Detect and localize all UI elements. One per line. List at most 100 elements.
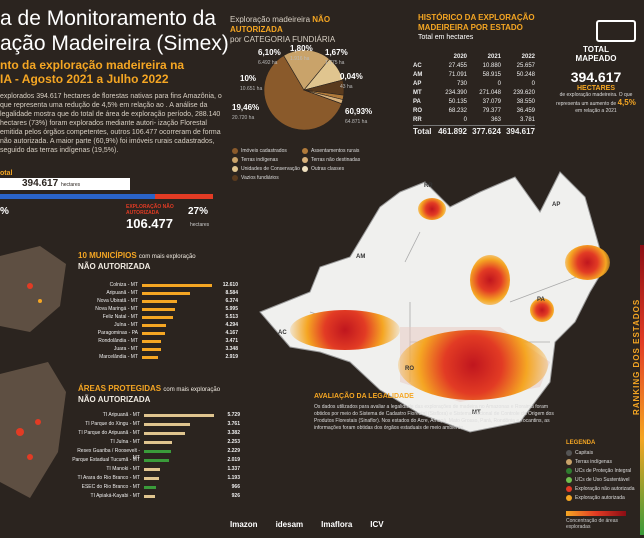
history-value: 363 (490, 117, 501, 123)
protegida-value: 1.193 (227, 475, 240, 481)
map-legend-title: LEGENDA (566, 440, 596, 446)
protegida-row: ESEC do Rio Branco - MT 966 (70, 484, 240, 491)
pie-legend-item: Assentamentos rurais (302, 148, 359, 154)
history-state: PA (413, 99, 421, 105)
history-state: RR (413, 117, 422, 123)
ranking-color-strip (640, 245, 644, 535)
pie-label-naodest: 1,67% 1.775 ha (325, 48, 348, 66)
page-subtitle: nto da exploração madeireira na IA - Ago… (0, 58, 185, 86)
protegida-value: 5.729 (227, 412, 240, 418)
protegida-bar (144, 459, 169, 462)
legend-swatch (232, 148, 238, 154)
protegida-bar (144, 495, 156, 498)
protegida-value: 2.253 (227, 439, 240, 445)
total-value: 394.617 (22, 178, 59, 189)
partner-logo-idesam: idesam (275, 520, 304, 529)
legend-swatch (566, 486, 572, 492)
municipio-value: 5.995 (225, 306, 238, 312)
municipio-row: Juara - MT 3.348 (78, 346, 238, 353)
protegida-bar (144, 414, 214, 417)
total-mapped: TOTAL MAPEADO 394.617 HECTARES de explor… (556, 45, 636, 114)
protegida-value: 2.019 (227, 457, 240, 463)
history-row: RO 68.232 79.377 36.459 (413, 107, 535, 116)
history-row: AP 730 0 0 (413, 80, 535, 89)
municipio-row: Nova Maringá - MT 5.995 (78, 306, 238, 313)
pie-label-ti: 19,46% 20.720 ha (232, 103, 260, 121)
protegidas-title: ÁREAS PROTEGIDAS com mais exploração NÃO… (78, 384, 221, 404)
pie-legend-item: Terras indígenas (232, 157, 278, 163)
history-value: 0 (531, 81, 535, 87)
legend-swatch (566, 459, 572, 465)
protegida-value: 2.229 (227, 448, 240, 454)
municipio-bar (142, 308, 176, 311)
municipio-value: 4.167 (225, 330, 238, 336)
history-value: 58.915 (482, 72, 501, 78)
municipio-bar (142, 316, 173, 319)
municipio-row: Rondolândia - MT 3.471 (78, 338, 238, 345)
protegida-row: Parque Estadual Tucumã - MT 2.019 (70, 457, 240, 464)
municipio-value: 4.294 (225, 322, 238, 328)
map-legend-item: Terras indígenas (566, 459, 612, 465)
municipio-bar (142, 332, 166, 335)
municipio-name: Marcelândia - MT (99, 354, 138, 360)
intro-paragraph: explorados 394.617 hectares de florestas… (0, 93, 222, 154)
legend-label: Exploração não autorizada (575, 486, 635, 492)
protegida-row: TI Arara do Rio Branco - MT 1.193 (70, 475, 240, 482)
history-value: 36.459 (516, 108, 535, 114)
municipio-name: Juara - MT (113, 346, 138, 352)
pie-legend-item: Vazios fundiários (232, 175, 279, 181)
protegida-name: TI Parque do Xingu - MT (85, 421, 140, 427)
map-label-rr: RR (424, 183, 433, 189)
municipio-value: 12.610 (222, 282, 238, 288)
pie-label-assent: 1,80% 1.916 ha (290, 44, 313, 62)
municipio-row: Juína - MT 4.294 (78, 322, 238, 329)
history-row: PA 50.135 37.079 38.550 (413, 98, 535, 107)
history-value: 730 (456, 81, 467, 87)
map-label-ap: AP (552, 202, 561, 208)
mini-map-protegidas (0, 362, 66, 498)
protegida-value: 1.337 (227, 466, 240, 472)
legend-label: Terras não destinadas (311, 157, 361, 163)
legend-swatch (232, 175, 238, 181)
legend-label: Capitais (575, 450, 594, 456)
history-value: 239.620 (513, 90, 535, 96)
legality-title: AVALIAÇÃO DA LEGALIDADE (314, 393, 414, 400)
unauthorized-bar (155, 194, 213, 199)
pie-label-vazios: 6,10% 6.492 ha (258, 48, 281, 66)
hotspot-rr (418, 198, 446, 220)
map-legend-item: Exploração autorizada (566, 495, 625, 501)
legend-swatch (232, 157, 238, 163)
protegida-name: TI Apiaká-Kayabi - MT (90, 493, 140, 499)
pie-legend-item: Outras classes (302, 166, 344, 172)
municipio-row: Paragominas - PA 4.167 (78, 330, 238, 337)
protegida-bar (144, 441, 172, 444)
map-legend-item: Capitais (566, 450, 593, 456)
history-row: MT 234.390 271.048 239.620 (413, 89, 535, 98)
protegidas-list: TI Aripuanã - MT 5.729 TI Parque do Xingu … (70, 412, 240, 512)
pie-slice (283, 49, 330, 91)
history-value: 38.550 (516, 99, 535, 105)
legend-label: Assentamentos rurais (311, 148, 360, 154)
municipio-name: Colniza - MT (109, 282, 138, 288)
legend-label: Unidades de Conservação (241, 166, 300, 172)
hotspot-mt (398, 330, 548, 400)
protegida-name: TI Arara do Rio Branco - MT (77, 475, 140, 481)
map-label-am: AM (356, 254, 366, 260)
tree-icon (596, 20, 636, 42)
legend-label: Exploração autorizada (575, 495, 625, 501)
history-header-row: 2020 2021 2022 (453, 54, 535, 60)
history-value: 10.880 (482, 63, 501, 69)
protegida-name: TI Manoki - MT (106, 466, 140, 472)
total-unit: hectares (60, 182, 81, 188)
history-state: AC (413, 63, 422, 69)
history-value: 25.657 (516, 63, 535, 69)
legend-swatch (302, 148, 308, 154)
protegida-value: 3.761 (227, 421, 240, 427)
unauthorized-value: 106.477 (126, 216, 173, 231)
municipio-value: 6.374 (225, 298, 238, 304)
legend-label: Outras classes (311, 166, 345, 172)
municipio-bar (142, 348, 161, 351)
total-label: otal (0, 170, 13, 177)
history-value: 27.455 (448, 63, 467, 69)
